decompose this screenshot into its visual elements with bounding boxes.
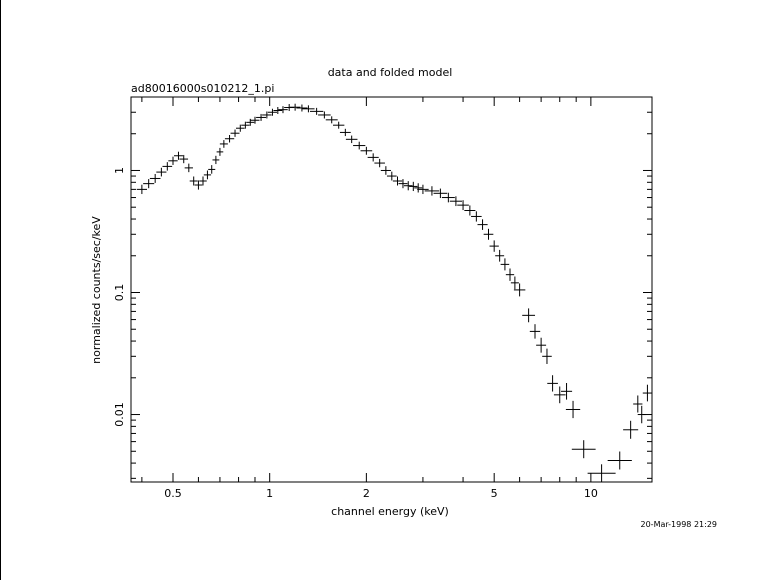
data-point bbox=[360, 146, 373, 155]
data-point bbox=[561, 383, 573, 400]
data-point bbox=[250, 116, 260, 124]
data-point bbox=[553, 386, 566, 404]
data-point bbox=[333, 121, 345, 129]
data-point bbox=[565, 400, 581, 419]
chart-title: data and folded model bbox=[328, 66, 453, 79]
data-point bbox=[230, 129, 240, 137]
x-tick-label: 2 bbox=[363, 487, 370, 500]
data-point bbox=[489, 240, 499, 252]
data-point bbox=[168, 156, 178, 165]
data-point bbox=[433, 188, 448, 199]
data-point bbox=[241, 121, 250, 129]
data-point bbox=[219, 140, 228, 148]
window-edge-line bbox=[0, 0, 1, 580]
timestamp: 20-Mar-1998 21:29 bbox=[641, 520, 718, 529]
data-point bbox=[289, 103, 301, 111]
x-axis: 0.5 1 2 5 10 bbox=[141, 97, 598, 500]
y-tick-label: 0.01 bbox=[113, 402, 126, 427]
data-point bbox=[414, 183, 423, 193]
data-point bbox=[267, 108, 278, 116]
data-point bbox=[441, 192, 455, 203]
data-point bbox=[309, 107, 324, 115]
data-point bbox=[392, 176, 403, 186]
data-point bbox=[136, 184, 147, 195]
data-point bbox=[367, 153, 379, 162]
data-point bbox=[587, 464, 616, 483]
data-point bbox=[471, 211, 482, 222]
data-point bbox=[184, 163, 193, 173]
data-point bbox=[262, 111, 272, 119]
data-point bbox=[571, 440, 596, 459]
x-tick-label: 5 bbox=[491, 487, 498, 500]
data-point bbox=[256, 113, 267, 121]
data-point bbox=[156, 167, 167, 177]
data-point bbox=[500, 258, 510, 271]
data-point bbox=[505, 268, 515, 281]
x-tick-label: 0.5 bbox=[164, 487, 182, 500]
data-point bbox=[417, 184, 429, 195]
data-point bbox=[633, 395, 643, 413]
data-point bbox=[194, 180, 203, 190]
data-point bbox=[623, 420, 639, 439]
data-point bbox=[542, 348, 552, 364]
data-point bbox=[189, 176, 198, 186]
data-point bbox=[149, 173, 161, 183]
data-point bbox=[380, 166, 391, 175]
data-point bbox=[216, 147, 224, 156]
x-tick-label: 1 bbox=[266, 487, 273, 500]
data-points bbox=[136, 103, 653, 483]
data-point bbox=[353, 141, 366, 150]
data-point bbox=[477, 219, 488, 230]
chart-subtitle: ad80016000s010212_1.pi bbox=[131, 82, 274, 95]
data-point bbox=[278, 106, 288, 114]
data-point bbox=[302, 105, 315, 113]
data-point bbox=[536, 337, 547, 353]
data-point bbox=[345, 135, 358, 144]
y-tick-label: 1 bbox=[113, 167, 126, 174]
data-point bbox=[208, 165, 216, 174]
data-point bbox=[529, 324, 541, 339]
data-point bbox=[464, 205, 476, 216]
data-point bbox=[212, 155, 220, 165]
data-point bbox=[203, 170, 212, 180]
data-point bbox=[424, 186, 440, 196]
x-tick-label: 10 bbox=[584, 487, 598, 500]
data-point bbox=[457, 200, 469, 211]
data-point bbox=[199, 176, 207, 186]
data-point bbox=[386, 171, 397, 181]
data-point bbox=[522, 308, 536, 323]
y-axis-label: normalized counts/sec/keV bbox=[90, 216, 103, 364]
data-point bbox=[483, 228, 494, 240]
data-point bbox=[547, 375, 558, 392]
data-point bbox=[409, 181, 418, 192]
y-axis: 0.01 0.1 1 bbox=[113, 96, 652, 479]
data-point bbox=[510, 276, 519, 290]
data-point bbox=[224, 134, 235, 143]
data-point bbox=[495, 249, 505, 262]
data-point bbox=[513, 283, 526, 297]
data-point bbox=[637, 405, 646, 424]
data-point bbox=[179, 154, 189, 164]
data-point bbox=[403, 181, 413, 191]
data-point bbox=[339, 128, 351, 137]
data-point bbox=[325, 116, 338, 124]
data-point bbox=[642, 384, 653, 402]
data-point bbox=[449, 196, 463, 207]
plot-frame bbox=[130, 96, 653, 483]
data-point bbox=[318, 111, 331, 119]
data-point bbox=[296, 104, 308, 112]
data-point bbox=[173, 151, 183, 160]
data-point bbox=[143, 179, 155, 189]
data-point bbox=[374, 158, 385, 168]
data-point bbox=[235, 124, 245, 132]
y-tick-label: 0.1 bbox=[113, 284, 126, 302]
data-point bbox=[607, 451, 632, 470]
x-axis-label: channel energy (keV) bbox=[331, 505, 449, 518]
data-point bbox=[162, 162, 173, 171]
data-point bbox=[246, 118, 255, 126]
data-point bbox=[273, 107, 283, 115]
data-point bbox=[398, 179, 408, 189]
